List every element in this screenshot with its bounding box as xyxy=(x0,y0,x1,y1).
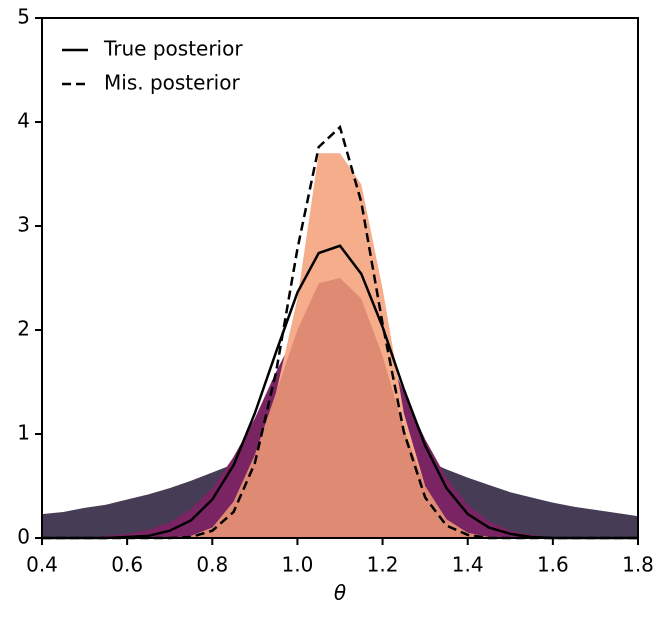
x-tick-label: 1.6 xyxy=(537,553,569,577)
y-tick-label: 4 xyxy=(17,109,30,133)
x-tick-label: 1.0 xyxy=(282,553,314,577)
x-tick-label: 0.4 xyxy=(26,553,58,577)
x-axis-label: θ xyxy=(334,581,346,605)
y-tick-label: 1 xyxy=(17,421,30,445)
plot-frame xyxy=(41,17,639,539)
legend-label: True posterior xyxy=(103,37,243,61)
density-area xyxy=(42,278,638,538)
x-tick-label: 0.8 xyxy=(196,553,228,577)
y-tick-label: 5 xyxy=(17,5,30,29)
x-tick-label: 1.4 xyxy=(452,553,484,577)
y-tick-label: 2 xyxy=(17,317,30,341)
x-tick-label: 0.6 xyxy=(111,553,143,577)
legend-label: Mis. posterior xyxy=(104,71,240,95)
x-tick-label: 1.8 xyxy=(622,553,654,577)
x-tick-label: 1.2 xyxy=(367,553,399,577)
y-tick-label: 0 xyxy=(17,525,30,549)
y-tick-label: 3 xyxy=(17,213,30,237)
